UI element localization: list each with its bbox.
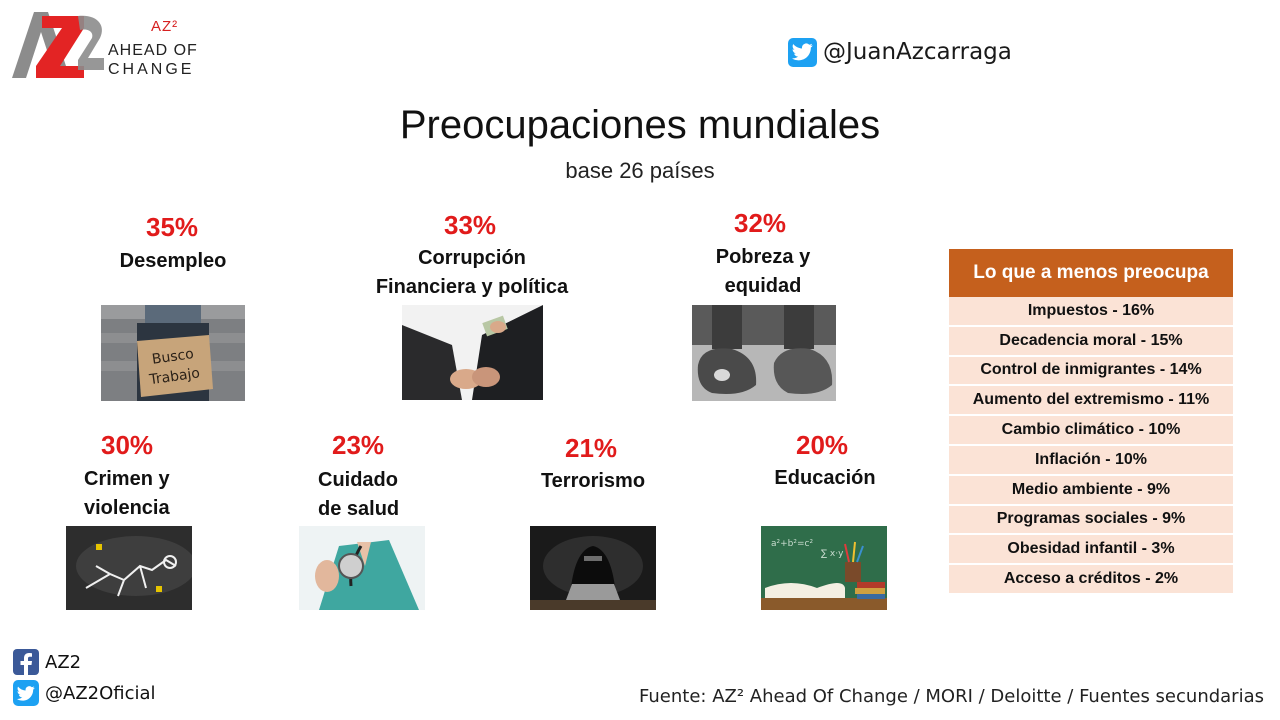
- table-row: Decadencia moral - 15%: [949, 326, 1233, 357]
- twitter-icon: [788, 37, 817, 67]
- concern-percent: 30%: [101, 430, 154, 460]
- photo-worn-shoes: [692, 305, 836, 401]
- page-subtitle: base 26 países: [565, 158, 715, 183]
- concern-percent: 35%: [146, 212, 199, 242]
- svg-text:∑ x·y: ∑ x·y: [821, 549, 844, 559]
- photo-doctor-stethoscope: [299, 526, 425, 610]
- footer-facebook[interactable]: AZ2: [13, 649, 81, 675]
- svg-text:Trabajo: Trabajo: [147, 365, 200, 388]
- concern-label: Desempleo: [119, 250, 227, 272]
- concern-percent: 33%: [444, 210, 497, 240]
- table-row: Control de inmigrantes - 14%: [949, 356, 1233, 387]
- concern-label: Crimen y violencia: [84, 468, 170, 519]
- photo-hooded-hacker: [530, 526, 656, 610]
- table-row: Inflación - 10%: [949, 445, 1233, 476]
- concern-percent: 23%: [332, 430, 385, 460]
- header-twitter[interactable]: @JuanAzcarraga: [788, 36, 1012, 68]
- concern-percent: 32%: [734, 208, 787, 238]
- photo-books-chalkboard: a²+b²=c² ∑ x·y: [761, 526, 887, 610]
- page-title: Preocupaciones mundiales: [399, 103, 881, 147]
- twitter-handle: @JuanAzcarraga: [823, 39, 1012, 65]
- least-concern-heading: Lo que a menos preocupa: [949, 249, 1233, 297]
- svg-text:a²+b²=c²: a²+b²=c²: [771, 539, 813, 549]
- brand-superscript: AZ²: [151, 18, 179, 35]
- twitter-footer-handle: @AZ2Oficial: [45, 682, 156, 704]
- table-row: Medio ambiente - 9%: [949, 475, 1233, 506]
- concern-label: Pobreza y equidad: [715, 246, 811, 297]
- footer-twitter[interactable]: @AZ2Oficial: [13, 680, 156, 706]
- photo-handshake-money: [402, 305, 543, 400]
- photo-crime-scene: [66, 526, 192, 610]
- facebook-handle: AZ2: [45, 651, 82, 673]
- table-row: Obesidad infantil - 3%: [949, 535, 1233, 566]
- twitter-icon: [13, 680, 39, 706]
- svg-text:Busco: Busco: [151, 346, 195, 368]
- concern-label: Cuidado de salud: [318, 469, 400, 520]
- brand-logo: AZ² AHEAD OF CHANGE: [12, 8, 212, 82]
- table-row: Impuestos - 16%: [949, 297, 1233, 327]
- az2-logo-icon: [12, 12, 104, 78]
- concern-percent: 20%: [796, 430, 849, 460]
- brand-line-2: CHANGE: [108, 61, 195, 78]
- brand-line-1: AHEAD OF: [108, 42, 198, 59]
- concern-label: Terrorismo: [540, 470, 646, 492]
- table-row: Programas sociales - 9%: [949, 505, 1233, 536]
- photo-busco-trabajo: Busco Trabajo: [101, 305, 245, 401]
- table-row: Aumento del extremismo - 11%: [949, 386, 1233, 417]
- concern-label: Educación: [774, 467, 876, 489]
- concern-percent: 21%: [565, 433, 618, 463]
- table-row: Cambio climático - 10%: [949, 416, 1233, 446]
- facebook-icon: [13, 649, 39, 675]
- least-concern-table: Lo que a menos preocupa Impuestos - 16% …: [949, 249, 1233, 595]
- table-row: Acceso a créditos - 2%: [949, 565, 1233, 595]
- concern-label: Corrupción Financiera y política: [375, 247, 569, 298]
- source-note: Fuente: AZ² Ahead Of Change / MORI / Del…: [639, 686, 1264, 707]
